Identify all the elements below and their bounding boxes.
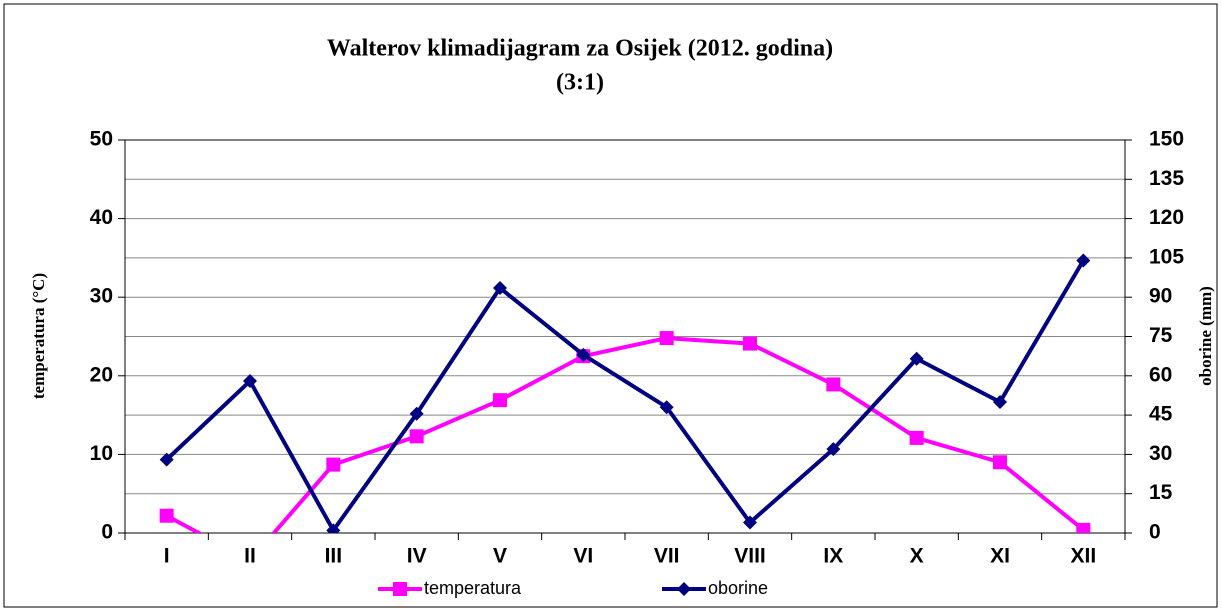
- y-tick-label: 10: [90, 442, 113, 465]
- y-tick-label: 30: [90, 285, 113, 308]
- y-tick-label: 20: [90, 363, 113, 386]
- x-tick-label: VII: [654, 545, 680, 568]
- y-tick-label: 50: [90, 128, 113, 151]
- marker: [743, 336, 757, 351]
- y2-tick-label: 120: [1149, 206, 1184, 229]
- marker: [1076, 253, 1091, 268]
- marker: [243, 374, 257, 389]
- y2-tick-label: 105: [1149, 245, 1184, 268]
- marker: [159, 452, 174, 467]
- marker: [743, 515, 757, 530]
- x-tick-label: II: [244, 545, 256, 568]
- chart-border: [3, 3, 1218, 608]
- marker: [393, 582, 407, 596]
- marker: [826, 442, 841, 457]
- chart-subtitle: (3:1): [556, 70, 604, 96]
- marker: [909, 430, 924, 445]
- x-tick-label: IV: [407, 545, 427, 568]
- y2-tick-label: 75: [1149, 324, 1173, 347]
- marker: [493, 281, 507, 296]
- x-tick-label: VIII: [734, 545, 766, 568]
- x-tick-label: XI: [990, 545, 1010, 568]
- marker: [677, 582, 691, 596]
- marker: [326, 457, 341, 472]
- x-tick-label: V: [493, 545, 507, 568]
- chart-title: Walterov klimadijagram za Osijek (2012. …: [327, 36, 833, 62]
- y2-tick-label: 30: [1149, 442, 1172, 465]
- y2-tick-label: 135: [1149, 167, 1184, 190]
- series-line: [165, 259, 1086, 533]
- x-tick-label: IX: [823, 545, 843, 568]
- marker: [659, 400, 674, 415]
- marker: [159, 508, 174, 523]
- marker: [409, 406, 424, 421]
- marker: [826, 377, 841, 392]
- y2-tick-label: 150: [1149, 128, 1184, 151]
- marker: [909, 351, 924, 366]
- y2-tick-label: 60: [1149, 363, 1172, 386]
- y2-tick-label: 45: [1149, 403, 1173, 426]
- marker: [1076, 522, 1091, 533]
- x-tick-label: VI: [573, 545, 593, 568]
- y-tick-label: 40: [90, 206, 113, 229]
- marker: [409, 429, 424, 444]
- x-tick-label: III: [325, 545, 343, 568]
- y2-tick-label: 15: [1149, 481, 1173, 504]
- y2-tick-label: 90: [1149, 285, 1172, 308]
- marker: [576, 347, 591, 362]
- x-tick-label: XII: [1070, 545, 1096, 568]
- legend-label: temperatura: [424, 578, 522, 598]
- y2-tick-label: 0: [1149, 521, 1161, 544]
- y2-axis-label: oborine (mm): [1196, 286, 1215, 386]
- y-tick-label: 0: [101, 521, 113, 544]
- x-tick-label: I: [164, 545, 170, 568]
- marker: [493, 393, 507, 408]
- marker: [326, 523, 341, 533]
- marker: [659, 331, 674, 346]
- marker: [993, 455, 1007, 470]
- y-axis-label: temperatura (°C): [29, 273, 48, 399]
- x-tick-label: X: [910, 545, 924, 568]
- legend-label: oborine: [708, 578, 768, 598]
- marker: [993, 395, 1007, 409]
- series-line: [165, 336, 1085, 533]
- plot-area: [159, 253, 1091, 533]
